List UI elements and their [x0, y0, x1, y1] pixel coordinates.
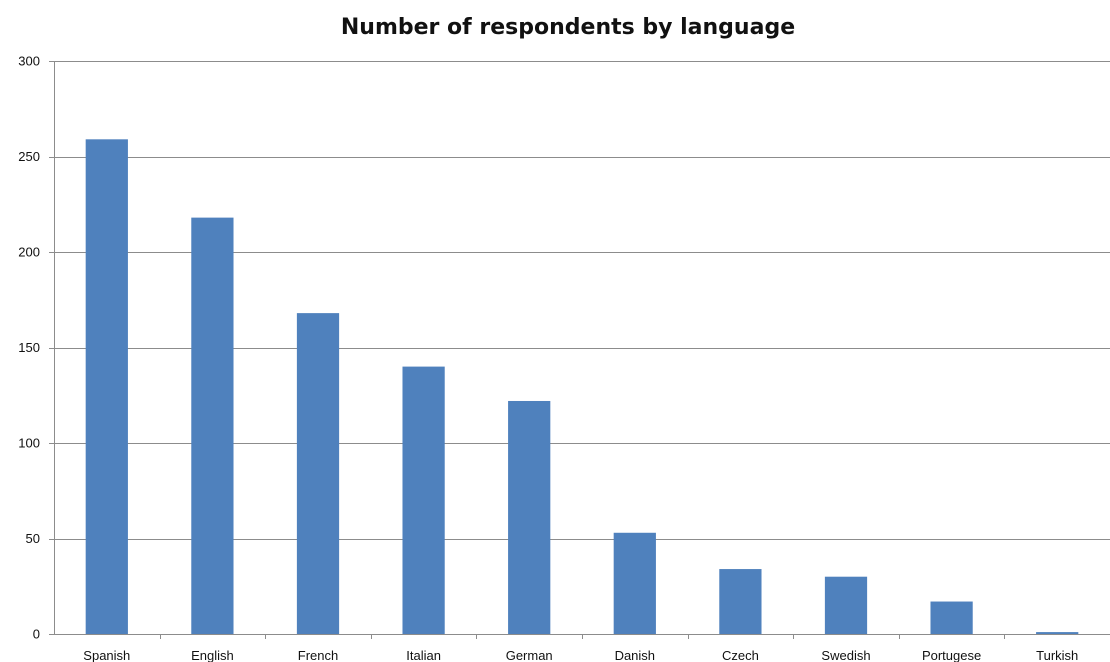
y-axis-tick-labels: 0 50 100 150 200 250 300: [18, 54, 40, 642]
x-tick-label: French: [298, 648, 338, 662]
bar-czech: [719, 569, 762, 634]
chart-title: Number of respondents by language: [341, 15, 795, 40]
x-tick-label: Swedish: [821, 648, 870, 662]
bar-turkish: [1036, 632, 1079, 634]
bar-swedish: [824, 576, 868, 634]
y-tick-label: 50: [26, 531, 40, 546]
bar-french: [296, 313, 340, 634]
bar-italian: [402, 366, 445, 634]
bar-spanish: [85, 139, 128, 634]
y-tick-label: 200: [18, 245, 40, 260]
x-axis-tick-labels: Spanish English French Italian German Danish C…: [83, 648, 1078, 662]
y-tick-label: 150: [18, 340, 40, 355]
bar-english: [191, 217, 234, 634]
bar-portugese: [930, 601, 973, 634]
x-tick-label: English: [191, 648, 234, 662]
x-tick-label: Italian: [406, 648, 441, 662]
y-tick-label: 100: [18, 436, 40, 451]
axes: [49, 61, 1110, 639]
bar-german: [508, 400, 551, 634]
bar-danish: [613, 532, 656, 634]
y-tick-label: 300: [18, 54, 40, 69]
x-tick-label: German: [506, 648, 553, 662]
y-tick-label: 0: [33, 627, 40, 642]
bars: [85, 139, 1079, 634]
x-tick-label: Spanish: [83, 648, 130, 662]
x-tick-label: Turkish: [1036, 648, 1078, 662]
x-tick-label: Portugese: [922, 648, 981, 662]
y-tick-label: 250: [18, 149, 40, 164]
x-tick-label: Czech: [722, 648, 759, 662]
x-tick-label: Danish: [615, 648, 655, 662]
